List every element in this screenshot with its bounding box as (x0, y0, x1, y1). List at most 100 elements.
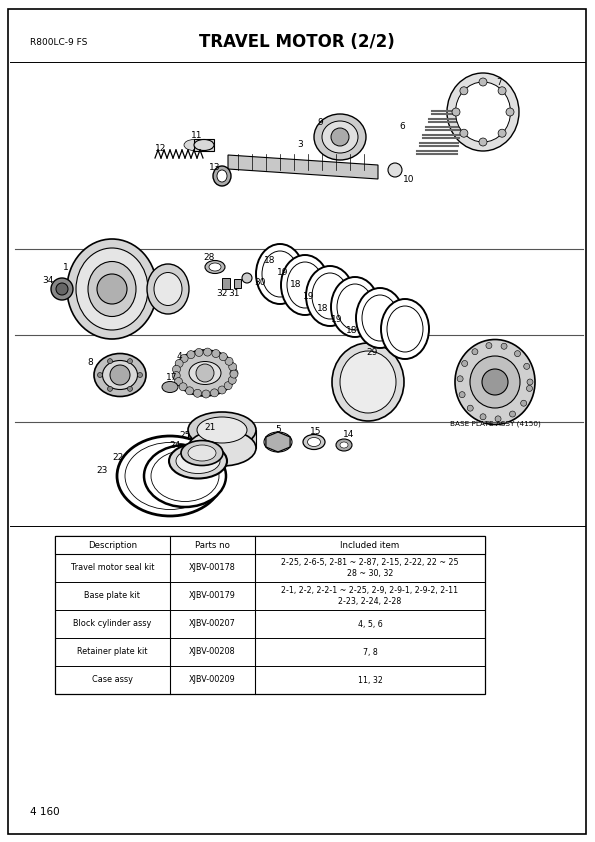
Text: 2-1, 2-2, 2-2-1 ~ 2-25, 2-9, 2-9-1, 2-9-2, 2-11
2-23, 2-24, 2-28: 2-1, 2-2, 2-2-1 ~ 2-25, 2-9, 2-9-1, 2-9-… (281, 586, 459, 605)
Text: 30: 30 (254, 278, 265, 286)
Circle shape (174, 377, 183, 386)
Text: 19: 19 (303, 291, 315, 301)
Ellipse shape (256, 244, 304, 304)
Circle shape (460, 87, 468, 95)
Circle shape (242, 273, 252, 283)
Circle shape (51, 278, 73, 300)
Polygon shape (266, 432, 290, 452)
Ellipse shape (151, 450, 219, 502)
Text: 31: 31 (228, 289, 240, 297)
Ellipse shape (94, 354, 146, 397)
Circle shape (175, 360, 183, 367)
Ellipse shape (308, 438, 321, 446)
Circle shape (56, 283, 68, 295)
Ellipse shape (470, 356, 520, 408)
Text: Retainer plate kit: Retainer plate kit (77, 647, 148, 657)
Circle shape (108, 359, 112, 364)
Text: 8: 8 (87, 358, 93, 366)
Ellipse shape (217, 170, 227, 182)
Text: XJBV-00207: XJBV-00207 (189, 620, 236, 628)
Text: 4, 5, 6: 4, 5, 6 (358, 620, 383, 628)
Ellipse shape (213, 166, 231, 186)
Text: 11, 32: 11, 32 (358, 675, 383, 685)
Circle shape (501, 344, 507, 349)
Bar (55, 536, 485, 694)
Ellipse shape (184, 140, 204, 151)
Ellipse shape (331, 277, 379, 337)
Circle shape (228, 363, 237, 370)
Circle shape (196, 364, 214, 382)
Circle shape (480, 413, 486, 420)
Circle shape (195, 349, 203, 356)
Text: 1: 1 (63, 263, 69, 271)
Ellipse shape (312, 273, 348, 319)
Ellipse shape (381, 299, 429, 359)
Text: 9: 9 (317, 118, 323, 126)
Circle shape (230, 369, 238, 377)
Text: Case assy: Case assy (92, 675, 133, 685)
Ellipse shape (306, 266, 354, 326)
Text: 18: 18 (264, 255, 275, 264)
Text: 34: 34 (42, 275, 54, 285)
Ellipse shape (154, 273, 182, 306)
Text: 25: 25 (179, 430, 190, 440)
Bar (222, 278, 230, 289)
Ellipse shape (147, 264, 189, 314)
Circle shape (524, 364, 530, 370)
Text: 19: 19 (277, 268, 289, 276)
Bar (194, 139, 214, 151)
Text: 5: 5 (275, 424, 281, 434)
Ellipse shape (340, 351, 396, 413)
Polygon shape (228, 155, 378, 179)
Ellipse shape (387, 306, 423, 352)
Circle shape (509, 411, 515, 417)
Ellipse shape (337, 284, 373, 330)
Ellipse shape (314, 114, 366, 160)
Ellipse shape (76, 248, 148, 330)
Text: 3: 3 (297, 140, 303, 148)
Ellipse shape (117, 436, 223, 516)
Circle shape (331, 128, 349, 146)
Text: 23: 23 (96, 466, 108, 475)
Bar (188, 430, 256, 448)
Text: 18: 18 (346, 326, 358, 334)
Circle shape (212, 349, 220, 358)
Circle shape (486, 343, 492, 349)
Text: R800LC-9 FS: R800LC-9 FS (30, 38, 87, 46)
Text: Travel motor seal kit: Travel motor seal kit (71, 563, 154, 573)
Ellipse shape (303, 434, 325, 450)
Circle shape (137, 372, 142, 377)
Bar (234, 279, 241, 288)
Text: 18: 18 (317, 303, 329, 312)
Ellipse shape (322, 121, 358, 153)
Circle shape (472, 349, 478, 354)
Text: Base plate kit: Base plate kit (84, 591, 140, 600)
Circle shape (127, 386, 133, 392)
Ellipse shape (356, 288, 404, 348)
Text: XJBV-00209: XJBV-00209 (189, 675, 236, 685)
Ellipse shape (188, 412, 256, 448)
Text: 7, 8: 7, 8 (362, 647, 377, 657)
Ellipse shape (336, 439, 352, 451)
Text: XJBV-00178: XJBV-00178 (189, 563, 236, 573)
Circle shape (203, 348, 212, 356)
Ellipse shape (162, 381, 178, 392)
Ellipse shape (205, 260, 225, 274)
Circle shape (498, 129, 506, 137)
Circle shape (482, 369, 508, 395)
Text: 18: 18 (290, 280, 302, 289)
Text: 6: 6 (399, 121, 405, 131)
Circle shape (498, 87, 506, 95)
Ellipse shape (455, 339, 535, 424)
Circle shape (228, 376, 236, 384)
Ellipse shape (447, 73, 519, 151)
Circle shape (218, 386, 226, 394)
Text: 21: 21 (204, 423, 216, 431)
Circle shape (527, 386, 533, 392)
Circle shape (180, 354, 188, 362)
Circle shape (98, 372, 102, 377)
Text: 2-25, 2-6-5, 2-81 ~ 2-87, 2-15, 2-22, 22 ~ 25
28 ~ 30, 32: 2-25, 2-6-5, 2-81 ~ 2-87, 2-15, 2-22, 22… (281, 558, 459, 578)
Ellipse shape (188, 445, 216, 461)
Ellipse shape (281, 255, 329, 315)
Circle shape (452, 108, 460, 116)
